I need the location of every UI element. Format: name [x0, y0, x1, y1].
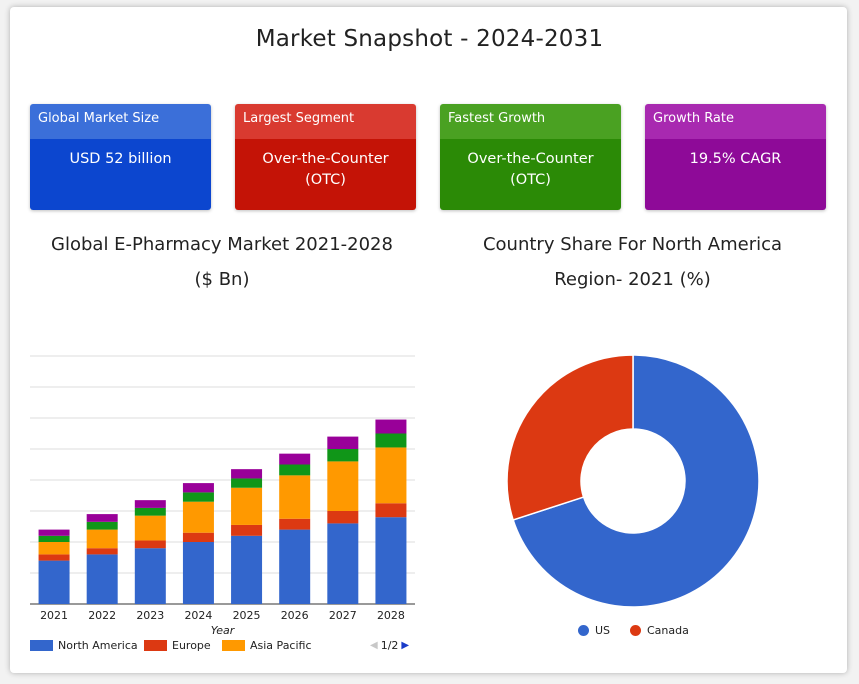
legend-label: North America: [58, 639, 138, 652]
donut-slice-us: [512, 354, 760, 608]
kpi-card-growth-rate: Growth Rate 19.5% CAGR: [645, 104, 826, 210]
legend-swatch: [222, 640, 245, 651]
donut-slice-canada: [506, 354, 634, 521]
kpi-card-fastest-growth: Fastest Growth Over-the-Counter (OTC): [440, 104, 621, 210]
bar-segment-asia-pacific: [327, 461, 359, 511]
bar-segment-series-5: [182, 483, 214, 493]
bar-segment-series-5: [134, 500, 166, 508]
legend-item-canada[interactable]: Canada: [630, 624, 689, 637]
x-tick-label: 2028: [377, 609, 405, 622]
kpi-card-market-size: Global Market Size USD 52 billion: [30, 104, 211, 210]
legend-dot: [578, 625, 589, 636]
legend-label: Canada: [647, 624, 689, 637]
bar-segment-series-4: [327, 449, 359, 462]
legend-page-indicator: 1/2: [380, 639, 399, 652]
bar-segment-europe: [231, 524, 263, 536]
bar-segment-north-america: [375, 517, 407, 604]
x-axis-title: Year: [210, 624, 235, 637]
kpi-value: 19.5% CAGR: [645, 139, 826, 210]
legend-label: Asia Pacific: [250, 639, 312, 652]
bar-segment-europe: [375, 503, 407, 518]
bar-segment-asia-pacific: [86, 529, 118, 549]
bar-segment-series-4: [231, 478, 263, 488]
bar-segment-north-america: [182, 542, 214, 604]
legend-pager: ◀ 1/2 ▶: [370, 639, 409, 652]
bar-segment-series-5: [231, 469, 263, 479]
bar-segment-series-5: [327, 436, 359, 449]
bar-segment-europe: [327, 511, 359, 524]
donut-chart-title-line2: Region- 2021 (%): [554, 269, 711, 290]
x-tick-label: 2024: [184, 609, 212, 622]
kpi-label: Growth Rate: [645, 104, 826, 139]
legend-next-icon[interactable]: ▶: [401, 640, 410, 651]
x-tick-label: 2021: [40, 609, 68, 622]
legend-item-us[interactable]: US: [578, 624, 610, 637]
bar-segment-series-5: [279, 453, 311, 465]
bar-segment-asia-pacific: [375, 447, 407, 504]
bar-segment-north-america: [231, 535, 263, 604]
bar-segment-europe: [279, 518, 311, 530]
bar-segment-asia-pacific: [38, 542, 70, 555]
bar-segment-series-4: [38, 535, 70, 542]
bar-segment-europe: [38, 554, 70, 561]
bar-chart-title-line2: ($ Bn): [194, 269, 250, 290]
bar-segment-asia-pacific: [279, 475, 311, 519]
bar-chart-title-line1: Global E-Pharmacy Market 2021-2028: [51, 234, 393, 255]
donut-chart-title: Country Share For North America Region- …: [445, 227, 820, 297]
legend-item-north-america[interactable]: North America: [30, 639, 138, 652]
legend-label: US: [595, 624, 611, 637]
x-tick-label: 2022: [88, 609, 116, 622]
bar-segment-series-5: [38, 529, 70, 536]
bar-segment-asia-pacific: [231, 487, 263, 525]
bar-segment-asia-pacific: [182, 501, 214, 533]
legend-item-europe[interactable]: Europe: [144, 639, 211, 652]
bar-segment-series-4: [86, 521, 118, 530]
x-tick-label: 2026: [281, 609, 309, 622]
bar-segment-europe: [86, 548, 118, 555]
kpi-value: Over-the-Counter (OTC): [235, 139, 416, 210]
donut-chart-title-line1: Country Share For North America: [482, 234, 783, 255]
kpi-value: USD 52 billion: [30, 139, 211, 210]
bar-segment-north-america: [38, 560, 70, 604]
legend-prev-icon[interactable]: ◀: [370, 640, 378, 651]
bar-segment-series-4: [375, 433, 407, 448]
kpi-label: Fastest Growth: [440, 104, 621, 139]
kpi-label: Global Market Size: [30, 104, 211, 139]
bar-segment-series-4: [134, 507, 166, 516]
bar-segment-north-america: [327, 523, 359, 604]
bar-segment-north-america: [86, 554, 118, 604]
bar-segment-north-america: [279, 529, 311, 604]
page-title: Market Snapshot - 2024-2031: [255, 26, 604, 52]
bar-segment-series-5: [86, 514, 118, 522]
bar-segment-series-4: [279, 464, 311, 476]
bar-segment-asia-pacific: [134, 515, 166, 541]
bar-segment-europe: [134, 540, 166, 549]
x-tick-label: 2025: [233, 609, 261, 622]
kpi-label: Largest Segment: [235, 104, 416, 139]
kpi-card-largest-segment: Largest Segment Over-the-Counter (OTC): [235, 104, 416, 210]
x-tick-label: 2027: [329, 609, 357, 622]
stacked-bar-chart: 2021 2022 2023 2024 2025 2026 2027 2028: [30, 355, 415, 622]
legend-swatch: [30, 640, 53, 651]
legend-dot: [630, 625, 641, 636]
legend-swatch: [144, 640, 167, 651]
legend-label: Europe: [172, 639, 211, 652]
x-tick-label: 2023: [136, 609, 164, 622]
legend-item-asia-pacific[interactable]: Asia Pacific: [222, 639, 312, 652]
bar-chart-title: Global E-Pharmacy Market 2021-2028 ($ Bn…: [22, 227, 422, 297]
bar-segment-series-5: [375, 419, 407, 434]
bar-segment-europe: [182, 532, 214, 542]
donut-chart: [506, 354, 760, 608]
bar-segment-north-america: [134, 548, 166, 604]
bar-segment-series-4: [182, 492, 214, 502]
kpi-value: Over-the-Counter (OTC): [440, 139, 621, 210]
